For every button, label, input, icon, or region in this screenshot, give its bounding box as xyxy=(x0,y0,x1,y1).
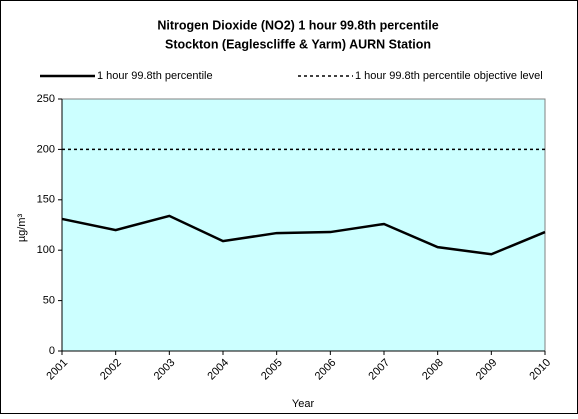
legend-label: 1 hour 99.8th percentile xyxy=(97,70,213,82)
data-line xyxy=(61,214,546,256)
y-tick-label: 250 xyxy=(37,93,55,105)
y-tick-label: 200 xyxy=(37,143,55,155)
y-tick-label: 0 xyxy=(49,345,55,357)
y-tick-label: 50 xyxy=(43,295,55,307)
chart-title: Nitrogen Dioxide (NO2) 1 hour 99.8th per… xyxy=(157,18,438,32)
legend-label: 1 hour 99.8th percentile objective level xyxy=(355,70,543,82)
plot-area xyxy=(61,98,546,352)
x-axis-label: Year xyxy=(292,398,315,410)
y-tick-label: 150 xyxy=(37,194,55,206)
y-axis-label: µg/m³ xyxy=(16,213,28,242)
y-tick-label: 100 xyxy=(37,244,55,256)
chart-subtitle: Stockton (Eaglescliffe & Yarm) AURN Stat… xyxy=(165,37,431,51)
